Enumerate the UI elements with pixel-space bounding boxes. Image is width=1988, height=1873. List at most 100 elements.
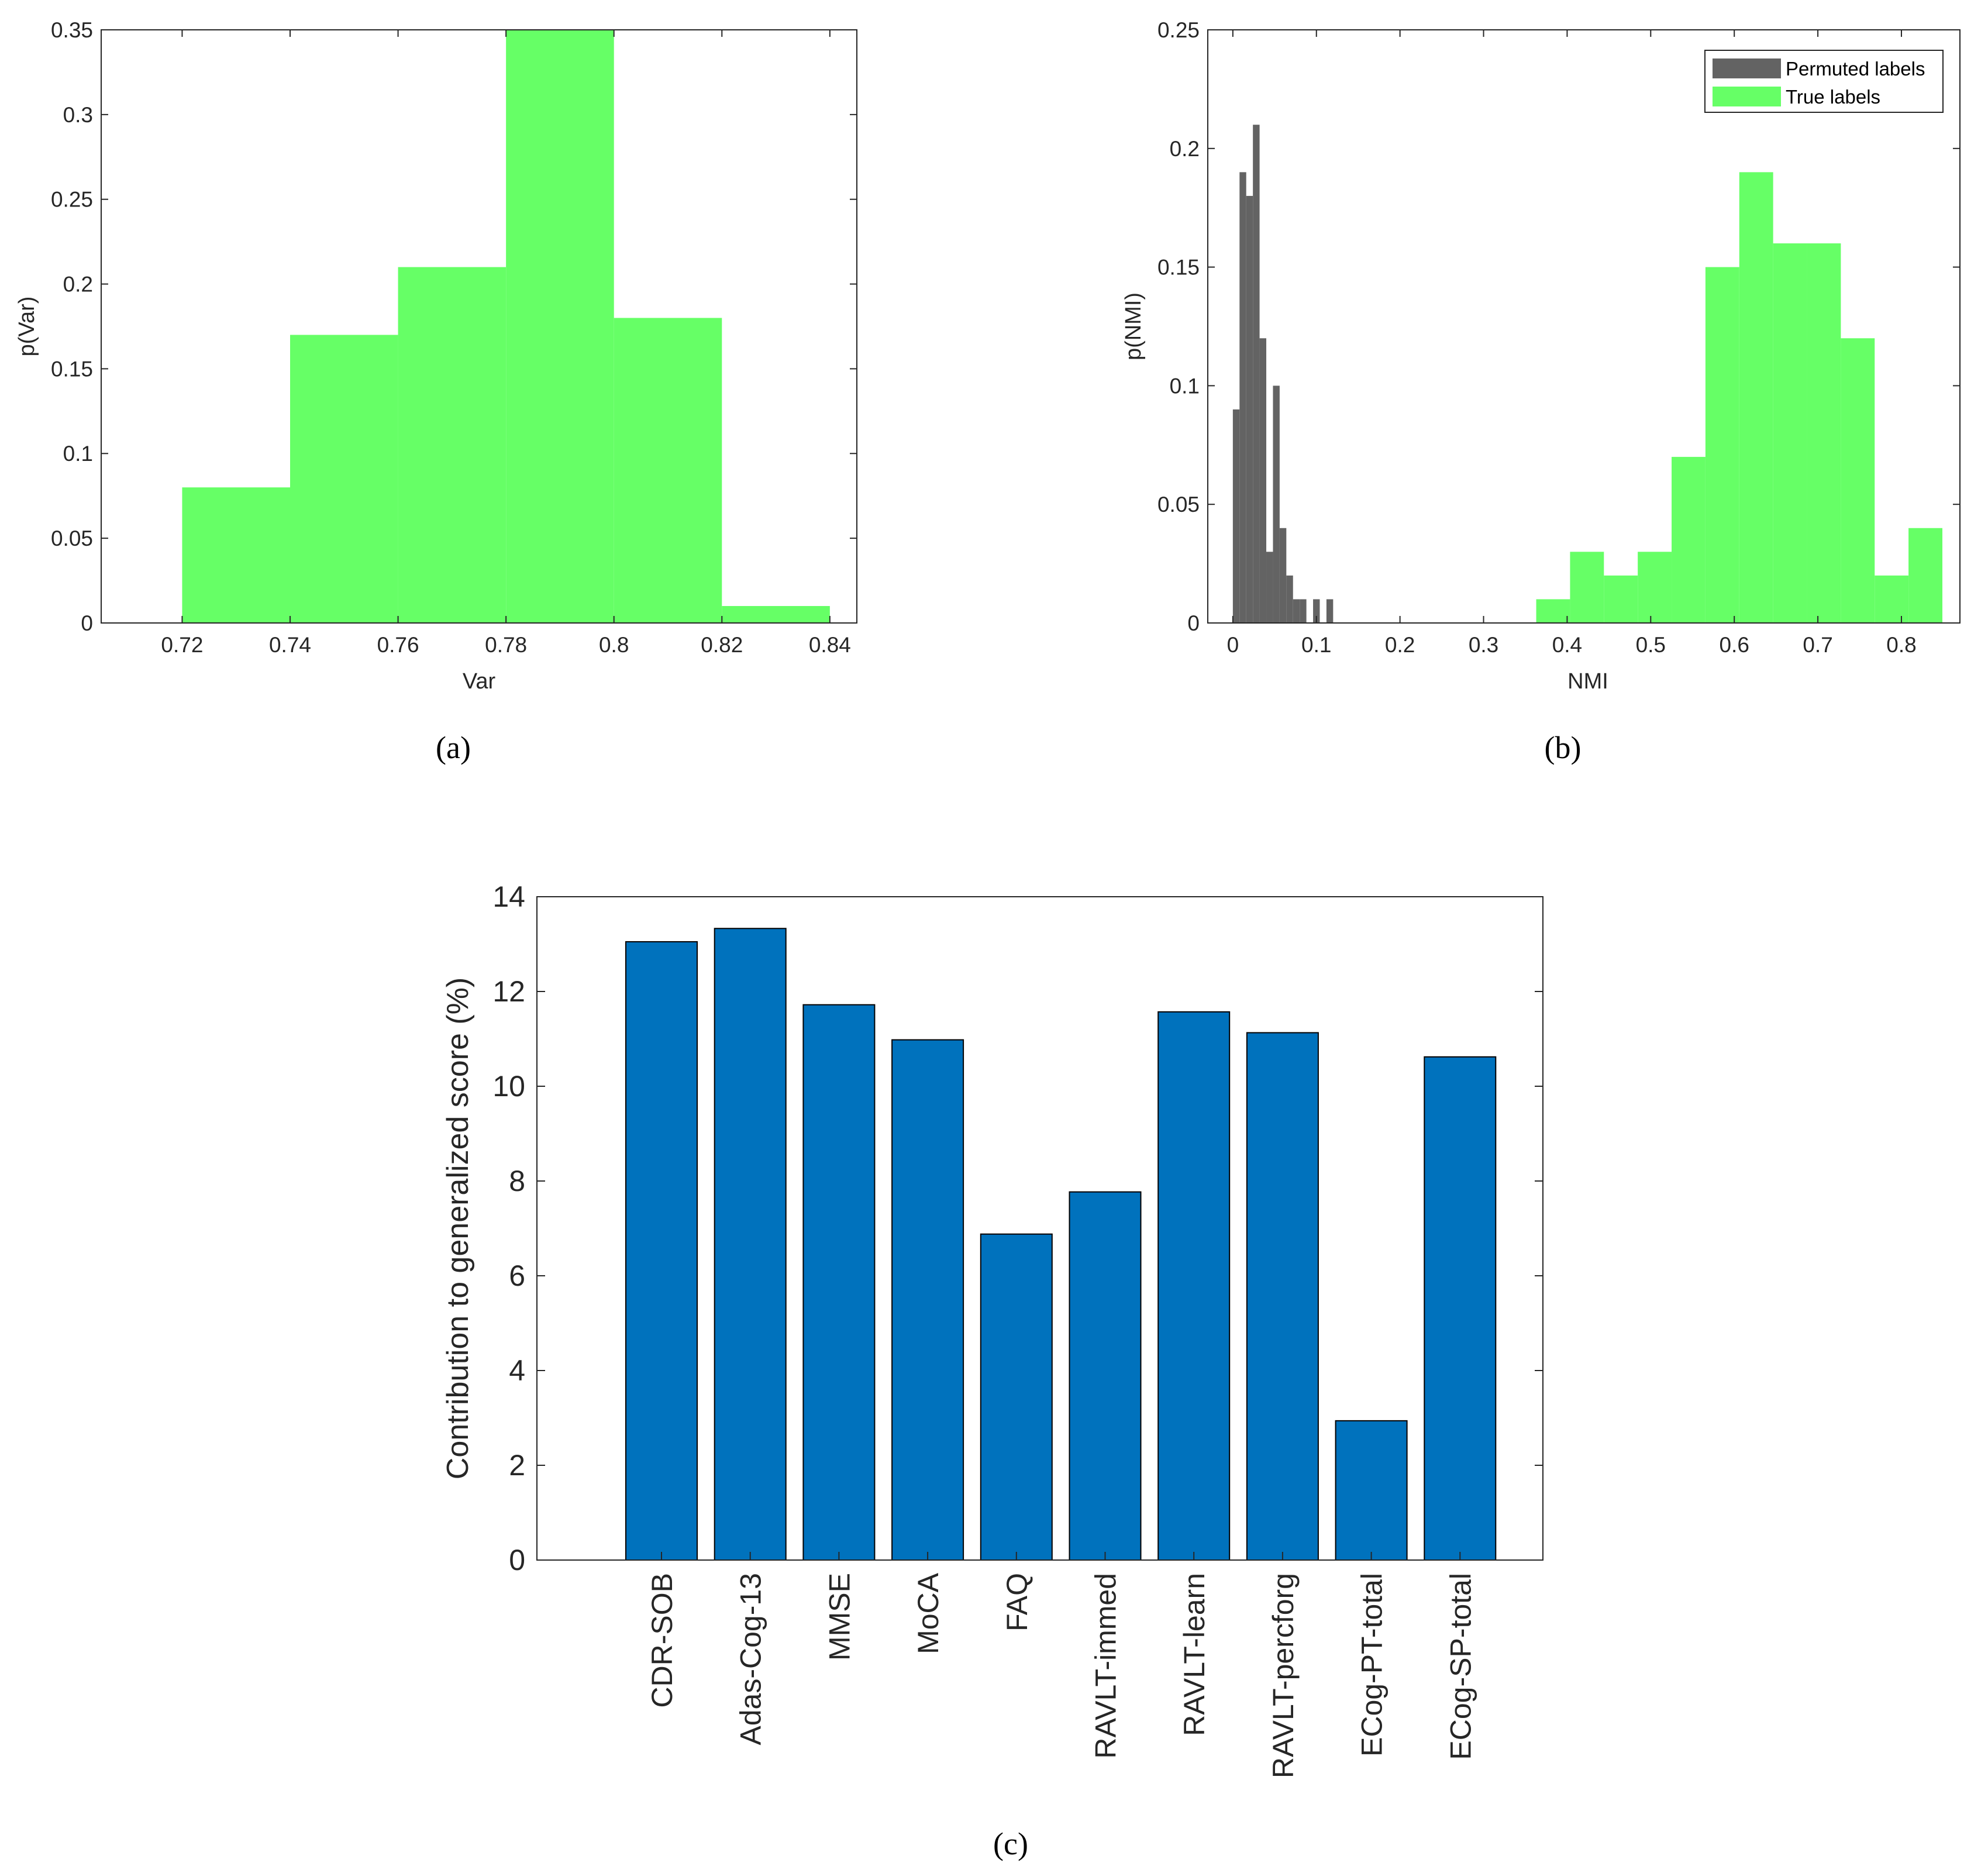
chart-b-xtick-label: 0.3: [1469, 633, 1498, 657]
chart-c-category-label: MoCA: [912, 1572, 945, 1654]
legend-swatch-permuted: [1713, 58, 1781, 78]
chart-a-xlabel: Var: [463, 669, 496, 694]
chart-c-ytick-label: 0: [509, 1544, 525, 1576]
chart-c-bar-8: [1335, 1420, 1408, 1561]
chart-a-bar-s0-1: [290, 335, 398, 623]
chart-b-bar-s0-9: [1293, 599, 1300, 623]
chart-a-caption: (a): [436, 730, 471, 765]
chart-a-axes-box: [101, 29, 857, 624]
chart-a-ytick-label: 0.1: [63, 442, 93, 466]
chart-a-bar-s0-5: [722, 606, 830, 623]
chart-c-caption: (c): [993, 1826, 1028, 1861]
chart-b-xtick-label: 0.7: [1803, 633, 1832, 657]
chart-a-xtick-label: 0.76: [377, 633, 419, 657]
chart-a-bars: [182, 30, 830, 624]
chart-a-bar-s0-0: [182, 487, 290, 623]
chart-b-ylabel: p(NMI): [1121, 292, 1146, 360]
legend-label-permuted: Permuted labels: [1786, 58, 1925, 80]
chart-b-bar-s1-1: [1570, 552, 1604, 623]
chart-b-bar-s0-10: [1300, 599, 1307, 623]
chart-b-bar-s1-0: [1536, 599, 1570, 623]
chart-a-ytick-label: 0.05: [51, 526, 93, 550]
chart-a-bar-s0-2: [398, 267, 507, 624]
chart-c-ytick-label: 12: [492, 975, 525, 1008]
chart-c-category-label: RAVLT-learn: [1178, 1573, 1211, 1736]
chart-c-ylabel: Contribution to generalized score (%): [441, 977, 475, 1479]
chart-b-bars: [1232, 125, 1942, 624]
chart-c-ytick-label: 4: [509, 1354, 525, 1387]
chart-b-axes-box: [1207, 29, 1961, 624]
chart-c-bar-5: [1069, 1191, 1142, 1561]
chart-c-bar-9: [1424, 1056, 1497, 1561]
chart-c-category-label: ECog-PT-total: [1356, 1573, 1389, 1757]
chart-b-ytick-label: 0.15: [1157, 256, 1200, 280]
chart-c-bars: [625, 928, 1497, 1561]
chart-c-ytick-label: 6: [509, 1259, 525, 1292]
chart-c-bar-4: [980, 1233, 1053, 1561]
chart-b-ytick-label: 0.1: [1170, 374, 1200, 398]
chart-b-xtick-label: 0.1: [1301, 633, 1331, 657]
chart-c-ytick-label: 2: [509, 1449, 525, 1482]
chart-b-bar-s0-8: [1286, 575, 1293, 623]
chart-a-ytick-label: 0.35: [51, 18, 93, 42]
chart-b-xtick-label: 0: [1227, 633, 1239, 657]
chart-b-bar-s0-7: [1279, 528, 1287, 623]
chart-b-bar-s0-2: [1246, 195, 1253, 623]
chart-a-xticks: 0.72 0.74 0.76 0.78 0.8 0.82 0.84: [161, 30, 851, 657]
chart-a-ytick-label: 0.15: [51, 357, 93, 381]
chart-b-bar-s1-11: [1908, 528, 1942, 623]
chart-b-bar-s0-3: [1253, 125, 1260, 624]
chart-a-xtick-label: 0.8: [599, 633, 629, 657]
chart-a-ytick-label: 0.3: [63, 103, 93, 127]
chart-b-ytick-label: 0: [1187, 611, 1200, 635]
chart-b-bar-s1-4: [1672, 457, 1706, 623]
chart-c-category-label: ECog-SP-total: [1444, 1573, 1477, 1760]
chart-c-category-label: FAQ: [1001, 1573, 1033, 1631]
chart-a-ytick-label: 0.25: [51, 188, 93, 212]
chart-c-bar-1: [714, 928, 787, 1561]
chart-a-yticks: 0 0.05 0.1 0.15 0.2 0.25 0.3 0.35: [51, 18, 857, 635]
chart-a-xtick-label: 0.72: [161, 633, 203, 657]
chart-b-caption: (b): [1545, 730, 1582, 765]
chart-b-bar-s1-7: [1773, 243, 1807, 623]
chart-b-bar-s1-9: [1841, 338, 1875, 623]
chart-b-bar-s0-4: [1259, 338, 1267, 623]
chart-a-ytick-label: 0.2: [63, 273, 93, 297]
chart-b-legend: Permuted labels True labels: [1704, 50, 1944, 113]
chart-a-ylabel: p(Var): [15, 297, 39, 357]
chart-b-bar-s1-8: [1807, 243, 1841, 623]
chart-b-xticks: 0 0.1 0.2 0.3 0.4 0.5 0.6 0.7 0.8: [1227, 30, 1917, 657]
chart-b: 0 0.1 0.2 0.3 0.4 0.5 0.6 0.7 0.8 0 0.05 0.1 0.15 0.…: [1121, 18, 1961, 765]
chart-c-bar-6: [1157, 1011, 1231, 1561]
chart-c-bar-3: [891, 1039, 964, 1561]
chart-a-xtick-label: 0.84: [809, 633, 851, 657]
chart-c-bar-0: [625, 941, 698, 1561]
chart-b-ytick-label: 0.25: [1157, 18, 1200, 42]
chart-c-axes-box: [536, 896, 1543, 1561]
chart-b-bar-s1-5: [1705, 267, 1739, 624]
chart-b-bar-s0-0: [1232, 409, 1240, 623]
chart-b-bar-s0-6: [1273, 385, 1280, 623]
chart-c-bar-7: [1246, 1032, 1319, 1561]
chart-b-xtick-label: 0.4: [1552, 633, 1582, 657]
chart-a-bar-s0-4: [614, 318, 722, 623]
chart-a-xtick-label: 0.74: [269, 633, 311, 657]
chart-c-bar-2: [802, 1004, 876, 1561]
chart-c-xticks: CDR-SOB Adas-Cog-13 MMSE MoCA FAQ RAVLT-immed…: [646, 1552, 1477, 1778]
chart-b-xtick-label: 0.2: [1385, 633, 1415, 657]
chart-a-bar-s0-3: [506, 30, 614, 623]
chart-c: CDR-SOB Adas-Cog-13 MMSE MoCA FAQ RAVLT-immed…: [441, 880, 1543, 1861]
chart-c-yticks: 0 2 4 6 8 10 12 14: [492, 880, 1543, 1576]
chart-b-bar-s1-6: [1739, 172, 1773, 623]
chart-b-bar-s0-5: [1266, 552, 1273, 623]
chart-c-category-label: RAVLT-immed: [1090, 1573, 1122, 1759]
chart-a-xtick-label: 0.82: [701, 633, 743, 657]
chart-b-bar-s1-2: [1604, 575, 1638, 623]
chart-c-category-label: CDR-SOB: [646, 1573, 678, 1708]
chart-b-xtick-label: 0.6: [1719, 633, 1749, 657]
legend-swatch-true: [1713, 87, 1781, 106]
chart-c-category-label: MMSE: [823, 1573, 856, 1661]
chart-a-ytick-label: 0: [81, 611, 93, 635]
chart-b-bar-s1-10: [1875, 575, 1909, 623]
